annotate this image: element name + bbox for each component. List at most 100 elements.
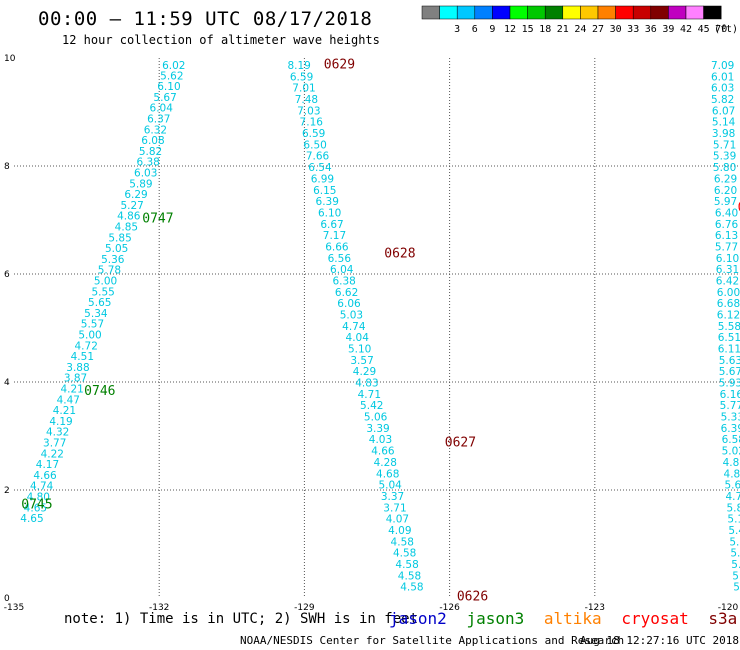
wave-height-value: 4.71 xyxy=(358,389,381,401)
wave-height-value: 6.11 xyxy=(718,344,740,356)
wave-height-value: 6.59 xyxy=(290,71,313,83)
wave-height-value: 5.33 xyxy=(721,412,740,424)
wave-height-value: 4.58 xyxy=(395,559,418,571)
wave-height-value: 5.10 xyxy=(348,344,371,356)
wave-height-value: 4.85 xyxy=(115,221,138,233)
wave-height-value: 5.42 xyxy=(360,400,383,412)
wave-height-value: 4.85 xyxy=(724,468,740,480)
color-scale-bar: 3 6 9 12 15 18 21 24 27 30 33 36 39 42 45 70(ft) xyxy=(421,5,738,35)
wave-height-value: 7.17 xyxy=(323,230,346,242)
wave-height-value: 5.36 xyxy=(101,254,125,266)
wave-height-value: 5.02 xyxy=(722,446,740,458)
x-tick-label: -129 xyxy=(294,603,315,613)
wave-height-value: 4.07 xyxy=(386,514,409,526)
wave-height-value: 5.89 xyxy=(129,178,152,190)
wave-height-value: 6.10 xyxy=(318,207,341,219)
wave-height-value: 8.19 xyxy=(287,60,310,72)
time-label: 0747 xyxy=(142,211,173,226)
y-tick-label: 10 xyxy=(4,54,16,64)
wave-height-value: 7.16 xyxy=(300,117,324,129)
color-scale-label: 36 xyxy=(645,24,657,35)
wave-height-value: 4.85 xyxy=(723,457,740,469)
wave-height-value: 5.78 xyxy=(98,265,121,277)
wave-height-value: 5.97 xyxy=(714,196,737,208)
wave-height-value: 6.42 xyxy=(716,275,739,287)
legend-s3a: s3a xyxy=(708,609,738,628)
wave-height-value: 6.16 xyxy=(720,389,740,401)
y-tick-label: 4 xyxy=(4,378,10,388)
wave-height-value: 5.58 xyxy=(718,321,740,333)
wave-height-value: 4.65 xyxy=(20,513,43,525)
wave-height-value: 6.37 xyxy=(147,113,170,125)
color-scale-label: 18 xyxy=(539,24,551,35)
wave-height-value: 6.29 xyxy=(124,189,147,201)
wave-height-value: 4.19 xyxy=(49,416,72,428)
time-label: 0745 xyxy=(21,498,52,513)
wave-height-value: 3.37 xyxy=(381,491,404,503)
wave-height-value: 4.58 xyxy=(400,582,423,594)
wave-height-value: 4.03 xyxy=(369,434,392,446)
wave-height-value: 3.71 xyxy=(383,502,406,514)
color-scale-label: 30 xyxy=(610,24,622,35)
wave-height-value: 4.22 xyxy=(41,448,64,460)
wave-height-value: 5.34 xyxy=(84,308,108,320)
wave-height-value: 5.90 xyxy=(732,570,740,582)
satellite-legend: jason2 jason3 altika cryosat s3a xyxy=(389,609,740,628)
color-scale-unit: (ft) xyxy=(714,24,738,35)
wave-height-value: 6.32 xyxy=(144,124,167,136)
wave-height-value: 6.68 xyxy=(717,298,740,310)
wave-height-value: 4.58 xyxy=(393,548,416,560)
color-scale-label: 12 xyxy=(504,24,516,35)
wave-height-value: 6.07 xyxy=(712,105,735,117)
legend-jason3: jason3 xyxy=(466,609,525,628)
wave-height-value: 4.58 xyxy=(398,570,421,582)
wave-height-value: 5.62 xyxy=(160,70,183,82)
wave-height-value: 4.21 xyxy=(60,383,83,395)
wave-height-value: 5.65 xyxy=(88,297,111,309)
y-tick-label: 8 xyxy=(4,162,10,172)
wave-height-value: 5.77 xyxy=(715,241,738,253)
wave-height-value: 6.50 xyxy=(303,139,326,151)
wave-height-value: 4.72 xyxy=(75,340,98,352)
wave-height-value: 6.20 xyxy=(714,185,737,197)
legend-altika: altika xyxy=(543,609,602,628)
wave-height-value: 5.40 xyxy=(728,525,740,537)
note-text: note: 1) Time is in UTC; 2) SWH is in fe… xyxy=(64,611,419,627)
color-scale-label: 42 xyxy=(680,24,692,35)
wave-height-value: 6.01 xyxy=(711,71,734,83)
chart-title: 00:00 – 11:59 UTC 08/17/2018 xyxy=(38,8,373,30)
wave-height-value: 5.39 xyxy=(713,151,736,163)
wave-height-value: 4.65 xyxy=(24,502,47,514)
y-tick-label: 0 xyxy=(4,594,10,604)
time-label: 0629 xyxy=(324,57,355,72)
wave-height-value: 3.87 xyxy=(64,373,87,385)
color-scale-label: 45 xyxy=(698,24,710,35)
color-scale-label: 70 xyxy=(715,24,727,35)
wave-height-value: 6.12 xyxy=(717,310,740,322)
color-scale-label: 6 xyxy=(472,24,478,35)
time-label: 0628 xyxy=(384,246,415,261)
wave-height-value: 6.58 xyxy=(722,434,740,446)
wave-height-value: 6.38 xyxy=(332,275,355,287)
wave-height-value: 5.10 xyxy=(729,536,740,548)
wave-height-value: 6.67 xyxy=(320,219,343,231)
wave-height-value: 5.03 xyxy=(340,310,363,322)
wave-height-value: 4.32 xyxy=(46,427,69,439)
wave-height-value: 4.21 xyxy=(53,405,76,417)
color-scale-label: 27 xyxy=(592,24,604,35)
wave-height-value: 4.58 xyxy=(391,536,414,548)
y-tick-label: 2 xyxy=(4,486,10,496)
wave-height-value: 6.13 xyxy=(715,230,738,242)
wave-height-value: 5.85 xyxy=(726,502,740,514)
wave-height-value: 5.93 xyxy=(719,378,740,390)
wave-height-value: 5.63 xyxy=(719,355,740,367)
wave-height-value: 4.75 xyxy=(725,491,740,503)
wave-height-value: 6.51 xyxy=(718,332,740,344)
color-scale-label: 9 xyxy=(489,24,495,35)
color-scale-label: 33 xyxy=(627,24,639,35)
wave-height-value: 4.68 xyxy=(376,468,399,480)
wave-height-value: 7.03 xyxy=(297,105,320,117)
wave-height-value: 6.76 xyxy=(715,219,739,231)
time-label: 0626 xyxy=(457,589,488,604)
wave-height-value: 3.98 xyxy=(712,128,735,140)
